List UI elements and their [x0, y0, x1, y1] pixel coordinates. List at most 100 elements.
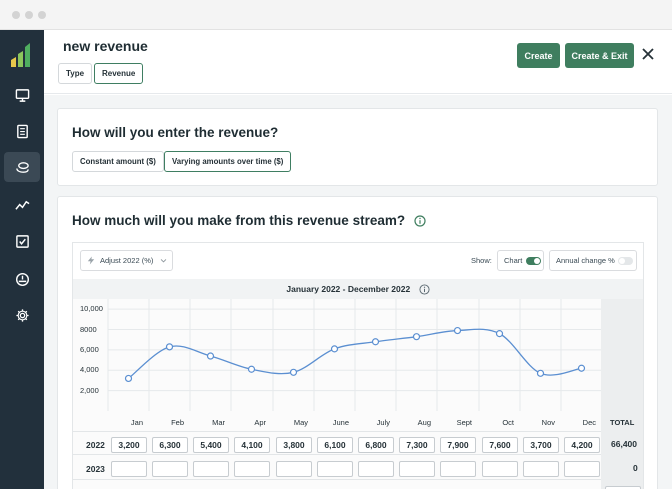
- cell-2023-july[interactable]: [358, 461, 394, 477]
- window-minimize-dot[interactable]: [25, 11, 33, 19]
- entry-method-heading: How will you enter the revenue?: [72, 125, 279, 140]
- month-label-may: May: [293, 418, 308, 427]
- info-icon[interactable]: [414, 215, 426, 228]
- cell-2023-apr[interactable]: [234, 461, 270, 477]
- cell-2022-may[interactable]: 3,800: [276, 437, 312, 453]
- month-label-jan: Jan: [130, 418, 143, 427]
- sidebar-item-dashboard[interactable]: [4, 80, 40, 110]
- cell-2023-nov[interactable]: [523, 461, 559, 477]
- sidebar-item-tasks[interactable]: [4, 226, 40, 256]
- revenue-line-chart: [107, 299, 601, 411]
- cell-2023-sept[interactable]: [440, 461, 476, 477]
- cell-2022-dec[interactable]: 4,200: [564, 437, 600, 453]
- dashboard-icon: [15, 272, 29, 286]
- cell-2023-may[interactable]: [276, 461, 312, 477]
- option-constant-amount[interactable]: Constant amount ($): [72, 151, 164, 172]
- data-point-dec[interactable]: [577, 364, 586, 372]
- cell-2022-feb[interactable]: 6,300: [152, 437, 188, 453]
- data-point-apr[interactable]: [247, 365, 256, 373]
- row-label-2022: 2022: [86, 440, 105, 450]
- row-label-2023: 2023: [86, 464, 105, 474]
- cell-2023-mar[interactable]: [193, 461, 229, 477]
- cell-2022-june[interactable]: 6,100: [317, 437, 353, 453]
- cell-2022-oct[interactable]: 7,600: [482, 437, 518, 453]
- data-point-jan[interactable]: [124, 374, 133, 383]
- data-point-feb[interactable]: [165, 343, 174, 351]
- window-titlebar: [0, 0, 672, 30]
- month-label-july: July: [376, 418, 390, 427]
- y-tick-label: 2,000: [80, 385, 99, 395]
- chevron-down-icon: [161, 259, 167, 263]
- cell-2023-jan[interactable]: [111, 461, 147, 477]
- total-header: TOTAL: [610, 418, 635, 427]
- create-exit-button[interactable]: Create & Exit: [565, 43, 634, 68]
- main-content: How will you enter the revenue? Constant…: [44, 95, 672, 489]
- tab-revenue[interactable]: Revenue: [94, 63, 144, 84]
- annual-change-toggle[interactable]: Annual change %: [549, 250, 637, 271]
- cell-2022-jan[interactable]: 3,200: [111, 437, 147, 453]
- cell-2022-nov[interactable]: 3,700: [523, 437, 559, 453]
- y-tick-label: 6,000: [80, 344, 99, 354]
- adjust-dropdown[interactable]: Adjust 2022 (%): [80, 250, 173, 271]
- data-point-aug[interactable]: [412, 333, 421, 341]
- checkbox-icon: [15, 234, 29, 248]
- chart-area: TOTAL 66,400 0 2024 10,000 8000 6,000 4,000…: [73, 299, 643, 489]
- page-header: new revenue Type Revenue Create Create &…: [44, 30, 672, 94]
- cell-2023-oct[interactable]: [482, 461, 518, 477]
- cell-2023-aug[interactable]: [399, 461, 435, 477]
- data-point-oct[interactable]: [495, 330, 504, 338]
- month-label-nov: Nov: [541, 418, 555, 427]
- sidebar-item-forecast[interactable]: [4, 152, 40, 182]
- cell-2023-dec[interactable]: [564, 461, 600, 477]
- sidebar-item-settings[interactable]: [4, 300, 40, 330]
- create-button[interactable]: Create: [517, 43, 560, 68]
- option-varying-amounts[interactable]: Varying amounts over time ($): [164, 151, 292, 172]
- data-point-june[interactable]: [330, 345, 339, 353]
- tab-type[interactable]: Type: [58, 63, 93, 84]
- sidebar-item-trends[interactable]: [4, 190, 40, 220]
- range-info-icon[interactable]: [419, 284, 430, 295]
- month-label-apr: Apr: [254, 418, 266, 427]
- revenue-grid: Adjust 2022 (%) Show: Chart Annual chang…: [72, 242, 644, 489]
- document-icon: [16, 124, 28, 138]
- cell-2023-feb[interactable]: [152, 461, 188, 477]
- month-label-mar: Mar: [212, 418, 225, 427]
- sidebar-item-plan[interactable]: [4, 116, 40, 146]
- cell-2022-sept[interactable]: 7,900: [440, 437, 476, 453]
- date-range-header: January 2022 - December 2022: [73, 279, 643, 299]
- close-icon[interactable]: [641, 47, 655, 61]
- data-point-july[interactable]: [371, 338, 380, 346]
- date-range-label: January 2022 - December 2022: [286, 284, 411, 294]
- monitor-icon: [15, 88, 29, 102]
- month-label-aug: Aug: [417, 418, 431, 427]
- cell-2023-june[interactable]: [317, 461, 353, 477]
- chart-switch[interactable]: [526, 257, 541, 265]
- y-tick-label: 8000: [80, 324, 97, 334]
- revenue-stream-card: How much will you make from this revenue…: [57, 196, 658, 489]
- chart-toggle-label: Chart: [504, 256, 523, 265]
- window-close-dot[interactable]: [12, 11, 20, 19]
- cell-2022-july[interactable]: 6,800: [358, 437, 394, 453]
- adjust-dropdown-label: Adjust 2022 (%): [100, 256, 154, 265]
- total-column: [601, 299, 643, 489]
- window-zoom-dot[interactable]: [38, 11, 46, 19]
- annual-change-switch[interactable]: [618, 257, 633, 265]
- sidebar-item-reports[interactable]: [4, 264, 40, 294]
- data-point-nov[interactable]: [536, 369, 545, 377]
- cell-2022-apr[interactable]: 4,100: [234, 437, 270, 453]
- page-title: new revenue: [63, 38, 148, 54]
- chart-toggle[interactable]: Chart: [497, 250, 544, 271]
- gear-icon: [15, 308, 29, 322]
- app-logo-icon: [11, 43, 30, 67]
- grid-toolbar: Adjust 2022 (%) Show: Chart Annual chang…: [73, 243, 643, 279]
- revenue-stream-heading-text: How much will you make from this revenue…: [72, 213, 406, 228]
- data-point-may[interactable]: [289, 368, 298, 376]
- data-point-mar[interactable]: [206, 352, 215, 360]
- trend-icon: [14, 200, 29, 210]
- row-2024-label: 2024: [579, 487, 596, 489]
- cell-2022-aug[interactable]: 7,300: [399, 437, 435, 453]
- revenue-stream-heading: How much will you make from this revenue…: [72, 213, 426, 228]
- cell-2022-mar[interactable]: 5,400: [193, 437, 229, 453]
- data-point-sept[interactable]: [453, 326, 462, 335]
- cell-2024-partial[interactable]: [605, 486, 641, 489]
